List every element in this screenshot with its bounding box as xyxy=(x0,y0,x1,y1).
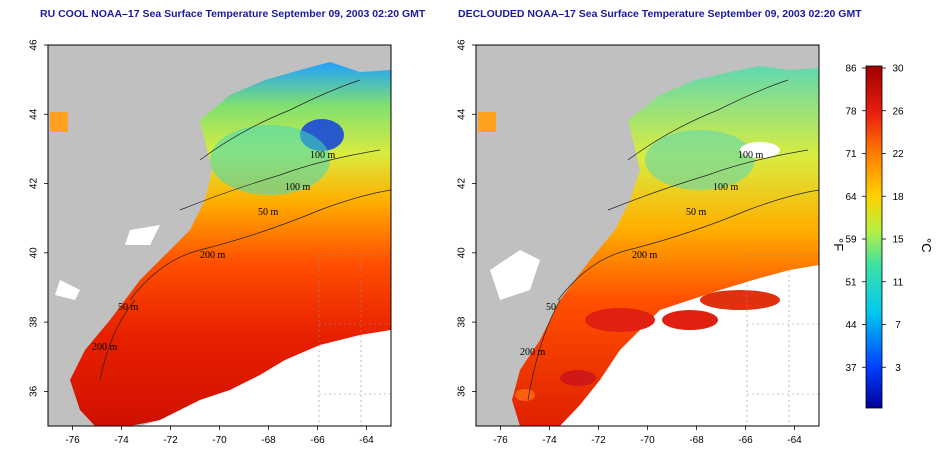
left-map-title: RU COOL NOAA–17 Sea Surface Temperature … xyxy=(40,8,426,20)
lon-tick-label: -70 xyxy=(640,435,655,446)
isobath-label: 100 m xyxy=(713,182,739,193)
celsius-tick-label: 30 xyxy=(892,64,904,75)
fahrenheit-tick-label: 86 xyxy=(845,64,857,75)
lon-tick-label: -68 xyxy=(261,435,276,446)
colorbar-ticks: 86 78 71 64 59 51 44 37 30 26 22 18 15 11 7 3 xyxy=(845,64,904,374)
lon-tick-label: -76 xyxy=(493,435,508,446)
lon-tick-label: -72 xyxy=(591,435,606,446)
left-cloud-patch xyxy=(55,280,80,300)
celsius-tick-label: 11 xyxy=(893,277,904,288)
right-cloud-patch xyxy=(740,142,780,158)
lon-tick-label: -76 xyxy=(65,435,80,446)
fahrenheit-tick-label: 78 xyxy=(845,106,857,117)
fahrenheit-tick-label: 51 xyxy=(845,277,857,288)
lat-tick-label: 40 xyxy=(29,247,40,259)
right-isobath-line xyxy=(527,299,561,401)
left-isobath-line xyxy=(199,79,361,161)
isobath-label: 200 m xyxy=(92,342,118,353)
isobath-label: 100 m xyxy=(285,182,311,193)
lat-tick-label: 36 xyxy=(457,385,468,397)
isobath-label: 50 m xyxy=(258,207,279,218)
isobath-label: 200 m xyxy=(632,250,658,261)
fahrenheit-unit-label: °F xyxy=(831,238,846,251)
left-isobath-line xyxy=(129,189,391,301)
fahrenheit-tick-label: 44 xyxy=(845,320,857,331)
right-warm-blob xyxy=(560,370,596,386)
isobath-label: 100 m xyxy=(738,150,764,161)
fahrenheit-tick-label: 71 xyxy=(845,149,857,160)
isobath-label: 50 xyxy=(546,302,556,313)
lat-tick-label: 38 xyxy=(29,316,40,328)
right-cloud-patch xyxy=(490,250,540,300)
celsius-tick-label: 7 xyxy=(895,320,901,331)
right-warm-patch xyxy=(478,112,496,132)
lon-tick-label: -68 xyxy=(689,435,704,446)
lat-tick-label: 46 xyxy=(457,39,468,51)
lon-tick-label: -64 xyxy=(359,435,374,446)
lon-tick-label: -66 xyxy=(310,435,325,446)
right-cool-shelf xyxy=(645,130,755,190)
celsius-tick-label: 18 xyxy=(892,192,904,203)
right-isobath-line xyxy=(557,189,819,301)
lat-tick-label: 42 xyxy=(29,178,40,190)
lon-tick-label: -72 xyxy=(163,435,178,446)
celsius-tick-label: 3 xyxy=(895,363,901,374)
isobath-label: 100 m xyxy=(310,150,336,161)
celsius-tick-label: 22 xyxy=(892,149,904,160)
lat-tick-label: 42 xyxy=(457,178,468,190)
celsius-tick-label: 15 xyxy=(892,235,904,246)
left-warm-patch xyxy=(50,112,68,132)
lon-tick-label: -64 xyxy=(787,435,802,446)
celsius-unit-label: °C xyxy=(919,238,934,253)
left-graticule xyxy=(318,254,391,426)
lat-tick-label: 36 xyxy=(29,385,40,397)
left-cloud-patch xyxy=(125,225,160,245)
right-graticule xyxy=(746,254,819,426)
right-warm-blob xyxy=(515,389,535,401)
colorbar-gradient xyxy=(865,65,883,409)
left-map-panel: 100 m 100 m 50 m 200 m 50 m 200 m xyxy=(48,45,391,426)
isobath-label: 50 m xyxy=(686,207,707,218)
left-axes: -76 -74 -72 -70 -68 -66 -64 36 38 40 42 44 46 xyxy=(29,39,375,446)
left-isobath-line xyxy=(99,299,136,381)
right-warm-blob xyxy=(700,290,780,310)
colorbar: 86 78 71 64 59 51 44 37 30 26 22 18 15 11 7 3 °F °C xyxy=(831,64,934,409)
isobath-label: 200 m xyxy=(520,347,546,358)
lat-tick-label: 46 xyxy=(29,39,40,51)
isobath-label: 50 m xyxy=(118,302,139,313)
lat-tick-label: 44 xyxy=(29,108,40,120)
fahrenheit-tick-label: 37 xyxy=(845,363,857,374)
left-cloud-mask xyxy=(140,330,391,426)
left-isobath-line xyxy=(179,149,381,211)
right-map-title: DECLOUDED NOAA–17 Sea Surface Temperatur… xyxy=(458,8,862,20)
lat-tick-label: 44 xyxy=(457,108,468,120)
fahrenheit-tick-label: 59 xyxy=(845,235,857,246)
lat-tick-label: 38 xyxy=(457,316,468,328)
isobath-label: 200 m xyxy=(200,250,226,261)
right-isobath-line xyxy=(627,79,789,161)
right-axes: -76 -74 -72 -70 -68 -66 -64 36 38 40 42 44 46 xyxy=(457,39,803,446)
lon-tick-label: -74 xyxy=(114,435,129,446)
celsius-tick-label: 26 xyxy=(892,106,904,117)
right-isobath-line xyxy=(607,149,809,211)
right-map-panel: 100 m 100 m 50 m 200 m 50 200 m xyxy=(476,45,819,426)
right-warm-blob xyxy=(585,308,655,332)
lat-tick-label: 40 xyxy=(457,247,468,259)
right-warm-blob xyxy=(662,310,718,330)
lon-tick-label: -66 xyxy=(738,435,753,446)
lon-tick-label: -74 xyxy=(542,435,557,446)
left-cool-shelf xyxy=(210,125,330,195)
lon-tick-label: -70 xyxy=(212,435,227,446)
fahrenheit-tick-label: 64 xyxy=(845,192,857,203)
